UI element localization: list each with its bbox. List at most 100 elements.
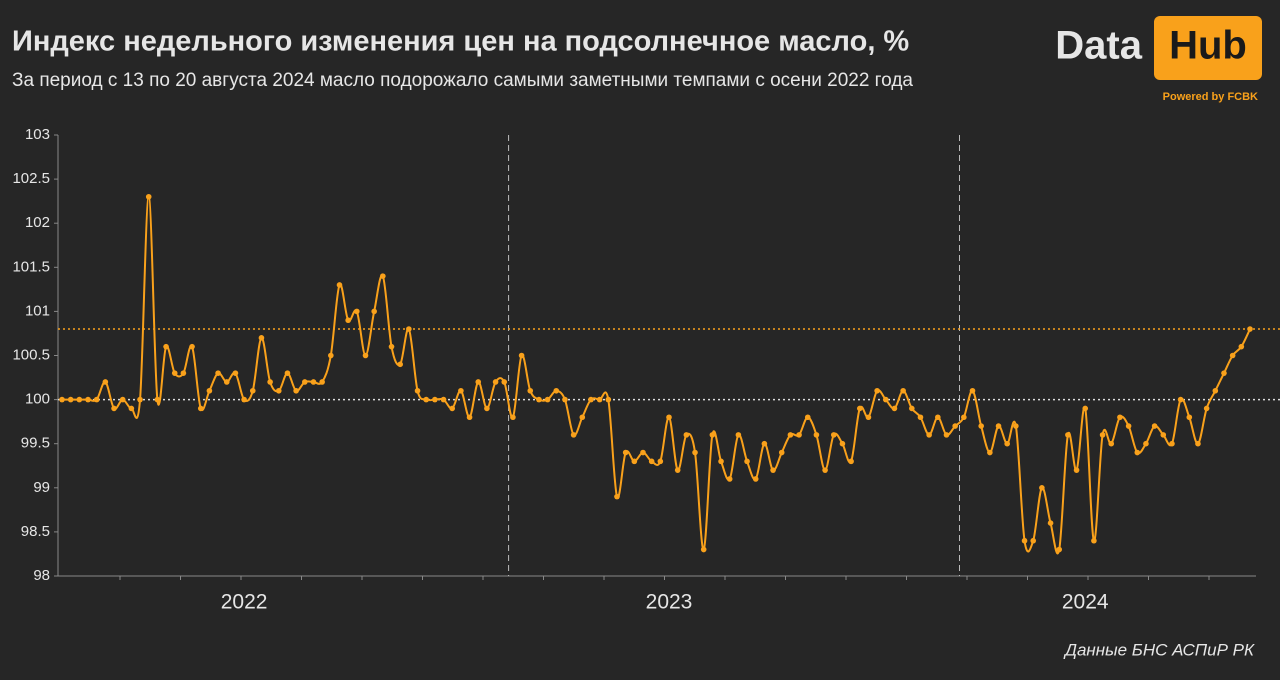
data-point — [215, 370, 221, 376]
data-point — [85, 396, 91, 403]
data-point — [397, 361, 403, 368]
data-point — [579, 414, 586, 421]
data-point — [830, 432, 837, 438]
data-point — [666, 414, 672, 421]
data-point — [778, 449, 785, 456]
data-point — [796, 432, 802, 438]
data-point — [536, 396, 542, 403]
data-point — [1039, 485, 1045, 491]
data-point — [770, 467, 776, 473]
data-point — [570, 432, 577, 438]
data-point — [380, 273, 386, 279]
data-point — [154, 396, 161, 403]
data-point — [622, 449, 629, 456]
data-point — [1186, 414, 1193, 421]
data-point — [76, 396, 83, 403]
data-point — [1238, 343, 1245, 350]
data-point — [882, 396, 889, 403]
data-point — [648, 458, 655, 465]
data-point — [406, 326, 412, 332]
data-point — [93, 396, 100, 403]
y-tick-label: 102.5 — [12, 170, 50, 187]
data-point — [1125, 423, 1132, 429]
data-point — [1082, 405, 1089, 412]
data-point — [1169, 440, 1175, 447]
data-point — [1221, 370, 1227, 376]
data-point — [692, 449, 698, 456]
data-point — [1151, 423, 1158, 429]
data-point — [848, 458, 854, 465]
chart-title: Индекс недельного изменения цен на подсо… — [12, 26, 909, 58]
data-point — [1247, 326, 1253, 332]
data-point — [700, 546, 707, 553]
data-point — [1004, 440, 1010, 447]
data-point — [1091, 537, 1097, 544]
data-point — [310, 379, 317, 385]
data-point — [562, 396, 568, 403]
data-point — [267, 379, 273, 385]
chart-subtitle: За период с 13 по 20 августа 2024 масло … — [12, 70, 913, 91]
data-point — [1195, 440, 1201, 447]
data-point — [935, 414, 941, 421]
data-point — [926, 432, 932, 438]
data-point — [1143, 440, 1149, 447]
data-point — [1021, 537, 1028, 544]
data-point — [813, 432, 820, 438]
data-point — [735, 432, 742, 438]
data-point — [510, 414, 516, 421]
data-point — [917, 414, 924, 421]
data-point — [275, 387, 282, 394]
source-note: Данные БНС АСПиР РК — [1063, 640, 1255, 659]
data-point — [596, 396, 603, 403]
data-point — [163, 343, 169, 350]
data-point — [1056, 546, 1063, 553]
data-point — [1203, 405, 1210, 412]
data-point — [67, 396, 74, 403]
data-point — [839, 440, 846, 447]
data-point — [588, 396, 594, 403]
data-point — [752, 476, 759, 482]
data-point — [466, 414, 473, 421]
logo-left: Data — [1055, 24, 1142, 68]
data-point — [232, 370, 239, 376]
data-point — [822, 467, 828, 473]
data-point — [197, 405, 204, 412]
data-point — [423, 396, 430, 403]
data-point — [726, 476, 733, 482]
data-point — [293, 387, 299, 394]
data-point — [553, 387, 560, 394]
data-point — [475, 379, 482, 385]
data-point — [527, 387, 534, 394]
data-point — [804, 414, 811, 421]
data-point — [900, 387, 906, 394]
data-point — [856, 405, 863, 412]
data-point — [319, 379, 325, 385]
y-tick-label: 101.5 — [12, 258, 50, 275]
data-point — [328, 352, 334, 359]
data-point — [501, 379, 508, 385]
data-point — [371, 308, 377, 315]
data-line — [62, 195, 1251, 555]
y-tick-label: 102 — [25, 214, 50, 231]
data-point — [978, 423, 984, 429]
data-point — [952, 423, 958, 429]
data-point — [241, 396, 247, 403]
data-point — [1073, 467, 1080, 473]
data-point — [987, 449, 993, 456]
data-point — [683, 432, 690, 438]
data-point — [484, 405, 490, 412]
data-point — [145, 193, 152, 200]
data-point — [969, 387, 976, 394]
data-point — [206, 387, 213, 394]
data-point — [345, 317, 351, 324]
data-point — [1160, 432, 1167, 438]
x-tick-label: 2023 — [646, 591, 693, 614]
data-point — [388, 343, 395, 350]
data-point — [544, 396, 551, 403]
data-point — [458, 387, 464, 394]
y-tick-label: 100.5 — [12, 346, 50, 363]
x-tick-label: 2024 — [1062, 591, 1109, 614]
data-point — [961, 414, 967, 421]
data-point — [302, 379, 308, 385]
